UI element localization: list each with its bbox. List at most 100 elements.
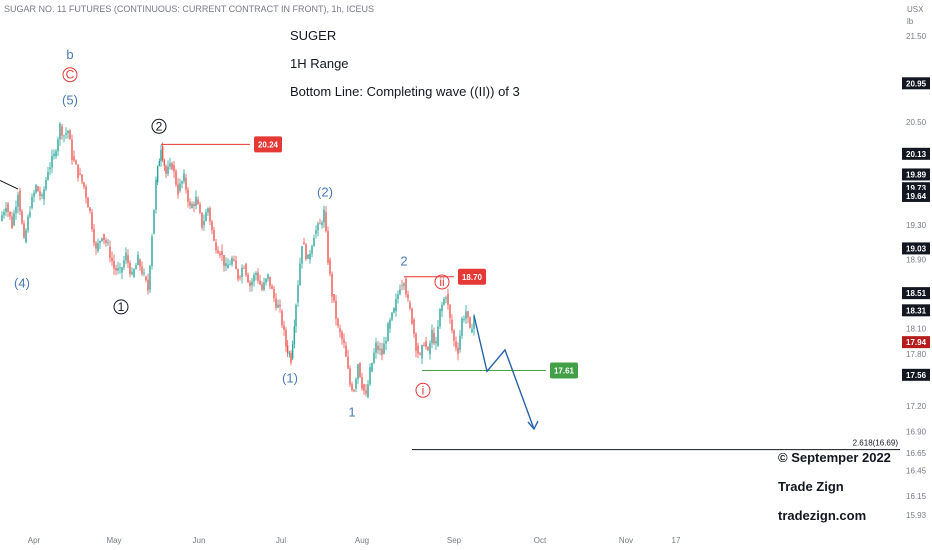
candle-body <box>413 319 415 334</box>
candle-body <box>427 346 429 350</box>
candle-body <box>209 207 211 222</box>
candle-body <box>355 379 357 389</box>
wave-label: (4) <box>14 276 30 291</box>
candle-body <box>129 263 131 275</box>
candle-body <box>29 212 31 217</box>
candle-body <box>387 323 389 342</box>
wave-label: C <box>66 68 75 82</box>
candle-body <box>401 285 403 287</box>
candle-body <box>327 231 329 263</box>
candle-body <box>59 123 61 140</box>
candle-body <box>119 267 121 269</box>
unit-label-1: lb <box>907 17 914 26</box>
candle-body <box>319 223 321 225</box>
candle-body <box>181 181 183 184</box>
price-tick-label: 18.90 <box>906 256 927 265</box>
candle-body <box>469 317 471 328</box>
candle-body <box>137 254 139 266</box>
candle-body <box>309 253 311 260</box>
price-tick-label: 18.51 <box>906 289 927 298</box>
candle-body <box>105 240 107 244</box>
date-tick-label: Nov <box>619 536 633 545</box>
candle-body <box>473 315 475 330</box>
candle-body <box>453 330 455 341</box>
candle-body <box>249 282 251 287</box>
candle-body <box>91 212 93 230</box>
candle-body <box>151 236 153 267</box>
candle-body <box>103 233 105 241</box>
price-badge <box>902 304 930 317</box>
candle-body <box>33 192 35 197</box>
date-tick-label: May <box>106 536 121 545</box>
candle-body <box>111 257 113 262</box>
candle-body <box>3 212 5 216</box>
candle-body <box>261 284 263 290</box>
candle-body <box>305 244 307 259</box>
level-label-box <box>458 268 486 285</box>
unit-label-0: USX <box>907 5 924 14</box>
candle-body <box>293 326 296 345</box>
candle-body <box>301 246 303 264</box>
candle-body <box>83 182 85 187</box>
price-badge <box>902 368 930 381</box>
price-tick-label: 18.31 <box>906 306 927 315</box>
candle-body <box>377 345 379 350</box>
candle-body <box>389 319 391 329</box>
candle-body <box>97 243 99 251</box>
wave-label: ii <box>439 275 444 289</box>
candle-body <box>165 166 167 174</box>
candle-body <box>379 348 381 350</box>
candle-body <box>177 184 179 195</box>
candle-body <box>67 130 69 134</box>
price-badge <box>902 189 930 202</box>
candle-body <box>57 139 59 152</box>
candle-body <box>205 212 207 222</box>
brand-text: Trade Zign <box>778 479 844 494</box>
candle-body <box>139 259 141 267</box>
candle-body <box>95 243 97 249</box>
candle-body <box>158 160 161 167</box>
candle-body <box>197 199 199 205</box>
candle-body <box>439 308 441 327</box>
candle-body <box>371 362 373 372</box>
price-tick-label: 16.65 <box>906 449 927 458</box>
price-tick-label: 21.50 <box>906 32 927 41</box>
candle-body <box>251 281 253 286</box>
candle-body <box>349 368 351 385</box>
candle-body <box>465 311 467 319</box>
candle-body <box>449 304 451 318</box>
candle-body <box>81 174 83 183</box>
candle-body <box>9 211 11 217</box>
candle-body <box>243 267 245 269</box>
candle-body <box>51 155 53 168</box>
candle-body <box>19 190 21 212</box>
candle-body <box>331 273 333 297</box>
candle-body <box>275 298 277 308</box>
candle-body <box>391 312 393 320</box>
candle-body <box>149 266 151 290</box>
candle-body <box>429 343 431 355</box>
candle-body <box>99 240 101 244</box>
wave-label: (2) <box>317 185 333 200</box>
candle-body <box>41 194 43 196</box>
candle-body <box>101 238 103 241</box>
level-label-box <box>550 362 578 379</box>
candle-body <box>63 135 65 137</box>
candle-body <box>1 215 3 221</box>
candle-body <box>61 126 63 136</box>
price-tick-label: 17.56 <box>906 371 927 380</box>
candle-body <box>187 189 189 202</box>
candle-body <box>235 260 237 270</box>
candle-body <box>459 335 461 350</box>
candle-body <box>417 345 419 354</box>
candle-body <box>283 325 285 330</box>
candle-body <box>393 308 395 313</box>
candle-body <box>117 268 119 271</box>
candle-body <box>451 319 453 331</box>
candle-body <box>299 263 301 286</box>
wave-label: 2 <box>400 253 407 268</box>
candle-body <box>125 252 127 261</box>
candle-body <box>281 311 283 326</box>
candle-body <box>223 254 225 266</box>
candle-body <box>39 191 41 196</box>
